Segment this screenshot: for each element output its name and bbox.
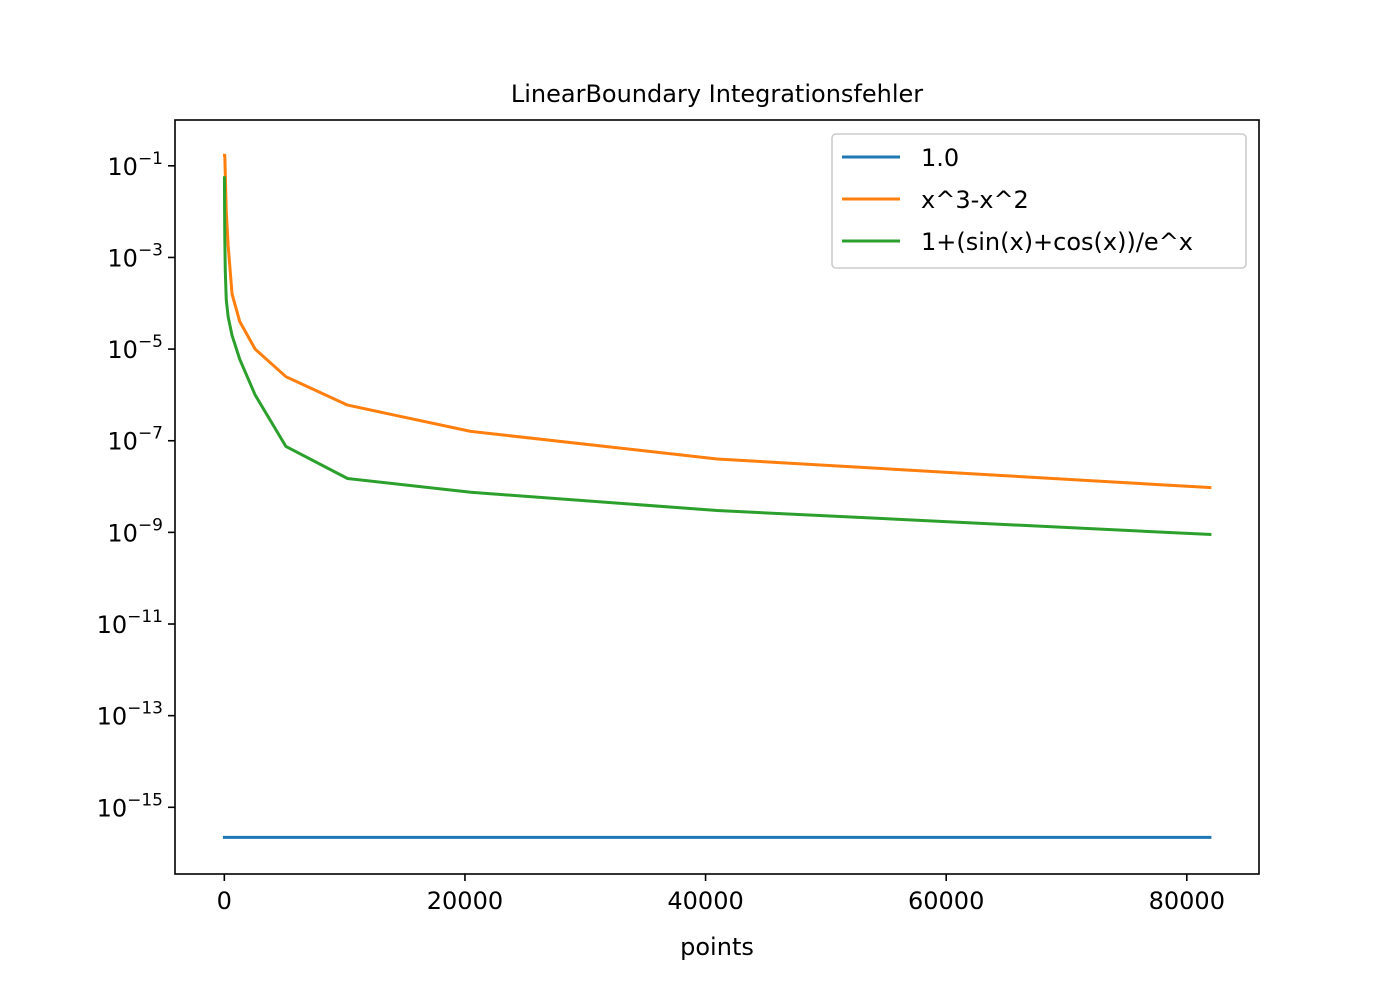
legend-label-3: 1+(sin(x)+cos(x))/e^x <box>921 228 1193 256</box>
y-tick-exponent: −11 <box>127 607 163 627</box>
y-tick-exponent: −3 <box>138 240 163 260</box>
y-tick-label: 10−7 <box>107 424 163 456</box>
x-tick-label: 60000 <box>908 887 984 915</box>
y-tick-base: 10 <box>107 519 138 547</box>
x-tick-label: 80000 <box>1149 887 1225 915</box>
legend-box <box>831 133 1247 269</box>
series-lines <box>222 153 1212 839</box>
y-tick-label: 10−5 <box>107 332 163 364</box>
y-tick-base: 10 <box>97 611 128 639</box>
y-tick-base: 10 <box>107 244 138 272</box>
y-tick-label: 10−15 <box>97 790 163 822</box>
y-tick-exponent: −15 <box>127 790 163 810</box>
y-tick-label: 10−11 <box>97 607 163 639</box>
y-tick-label: 10−13 <box>97 699 163 731</box>
y-tick-exponent: −1 <box>138 149 163 169</box>
y-tick-base: 10 <box>97 794 128 822</box>
series-line-3 <box>222 176 1212 537</box>
y-tick-base: 10 <box>107 336 138 364</box>
y-tick-exponent: −13 <box>127 699 163 719</box>
y-tick-base: 10 <box>107 428 138 456</box>
x-tick-label: 20000 <box>427 887 503 915</box>
y-tick-base: 10 <box>107 153 138 181</box>
legend-label-1: 1.0 <box>921 144 959 172</box>
series-line-2 <box>222 153 1212 490</box>
y-tick-exponent: −9 <box>138 515 163 535</box>
y-tick-exponent: −5 <box>138 332 163 352</box>
x-tick-label: 40000 <box>667 887 743 915</box>
legend: 1.0 x^3-x^2 1+(sin(x)+cos(x))/e^x <box>831 133 1247 269</box>
y-tick-label: 10−1 <box>107 149 163 181</box>
y-tick-base: 10 <box>97 703 128 731</box>
x-axis-ticks: 0 20000 40000 60000 80000 <box>217 874 1225 915</box>
y-tick-exponent: −7 <box>138 424 163 444</box>
x-tick-label: 0 <box>217 887 232 915</box>
legend-label-2: x^3-x^2 <box>921 186 1029 214</box>
x-axis-label: points <box>680 933 754 961</box>
chart-title: LinearBoundary Integrationsfehler <box>511 80 923 108</box>
y-tick-label: 10−3 <box>107 240 163 272</box>
y-tick-label: 10−9 <box>107 515 163 547</box>
plot-frame <box>174 119 1260 875</box>
